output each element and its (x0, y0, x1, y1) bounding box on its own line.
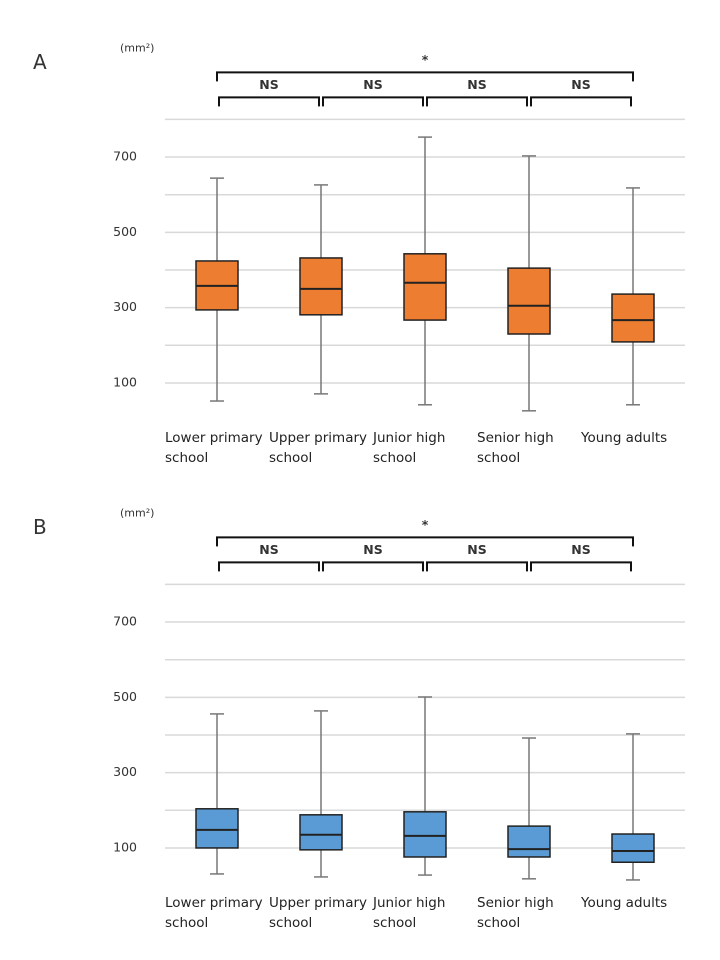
unit-label: (mm²) (120, 506, 154, 519)
box (403, 253, 447, 321)
box (507, 825, 551, 858)
x-tick-label: Junior high school (373, 894, 446, 931)
significance-label: NS (363, 77, 382, 92)
y-tick-label: 300 (113, 764, 137, 779)
significance-label: NS (467, 77, 486, 92)
x-tick-label: Senior high school (477, 429, 554, 466)
y-tick-label: 300 (113, 299, 137, 314)
y-tick-label: 500 (113, 689, 137, 704)
x-tick-label: Upper primary school (269, 429, 368, 466)
panel-label: B (33, 515, 47, 539)
y-tick-label: 100 (113, 839, 137, 854)
significance-bracket (426, 96, 528, 107)
x-tick-label: Young adults (581, 429, 668, 446)
significance-bracket (322, 96, 424, 107)
x-tick-label: Lower primary school (165, 894, 263, 931)
significance-bracket (216, 71, 634, 82)
x-tick-label: Junior high school (373, 429, 446, 466)
y-tick-label: 500 (113, 224, 137, 239)
box (299, 814, 343, 851)
significance-bracket (530, 561, 632, 572)
box (403, 811, 447, 858)
significance-label: NS (259, 77, 278, 92)
x-tick-label: Young adults (581, 894, 668, 911)
significance-label: NS (363, 542, 382, 557)
x-tick-label: Lower primary school (165, 429, 263, 466)
box (611, 833, 655, 864)
unit-label: (mm²) (120, 41, 154, 54)
significance-bracket (530, 96, 632, 107)
significance-bracket (322, 561, 424, 572)
significance-bracket (218, 561, 320, 572)
box (611, 293, 655, 343)
box (507, 267, 551, 335)
y-tick-label: 700 (113, 149, 137, 164)
significance-label: NS (259, 542, 278, 557)
x-tick-label: Senior high school (477, 894, 554, 931)
panel-label: A (33, 50, 47, 74)
significance-bracket (216, 536, 634, 547)
significance-label: NS (467, 542, 486, 557)
significance-label: * (422, 517, 429, 532)
significance-bracket (426, 561, 528, 572)
significance-label: NS (571, 542, 590, 557)
box (299, 257, 343, 316)
significance-bracket (218, 96, 320, 107)
x-tick-label: Upper primary school (269, 894, 368, 931)
y-tick-label: 700 (113, 614, 137, 629)
y-tick-label: 100 (113, 374, 137, 389)
box (195, 808, 239, 849)
significance-label: * (422, 52, 429, 67)
significance-label: NS (571, 77, 590, 92)
